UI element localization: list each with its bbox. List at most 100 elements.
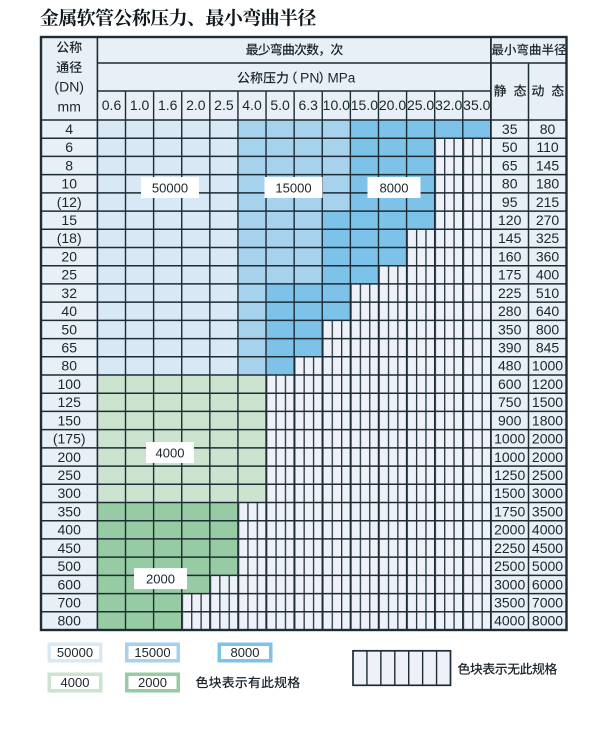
svg-text:270: 270	[536, 212, 560, 228]
svg-text:50: 50	[61, 321, 77, 337]
svg-text:PN: PN	[300, 70, 319, 86]
svg-text:95: 95	[502, 194, 518, 210]
svg-text:80: 80	[502, 176, 518, 192]
svg-text:845: 845	[536, 340, 560, 356]
svg-text:175: 175	[498, 267, 522, 283]
svg-text:6: 6	[65, 139, 73, 155]
svg-text:325: 325	[536, 230, 560, 246]
svg-text:6.3: 6.3	[298, 97, 318, 113]
svg-text:700: 700	[58, 595, 82, 611]
svg-text:180: 180	[536, 176, 560, 192]
svg-text:160: 160	[498, 248, 522, 264]
svg-text:2.5: 2.5	[214, 97, 234, 113]
svg-text:50: 50	[502, 139, 518, 155]
svg-text:350: 350	[58, 503, 82, 519]
svg-text:40: 40	[61, 303, 77, 319]
svg-text:0.6: 0.6	[102, 97, 122, 113]
svg-text:25: 25	[61, 267, 77, 283]
svg-text:15000: 15000	[275, 180, 311, 195]
svg-text:2500: 2500	[532, 467, 563, 483]
svg-text:1800: 1800	[532, 412, 563, 428]
svg-text:2000: 2000	[494, 522, 525, 538]
svg-text:4000: 4000	[532, 522, 563, 538]
svg-text:120: 120	[498, 212, 522, 228]
svg-text:80: 80	[61, 358, 77, 374]
svg-text:300: 300	[58, 485, 82, 501]
svg-text:350: 350	[498, 321, 522, 337]
svg-text:5.0: 5.0	[270, 97, 290, 113]
svg-text:250: 250	[58, 467, 82, 483]
svg-text:50000: 50000	[152, 180, 188, 195]
svg-text:215: 215	[536, 194, 560, 210]
svg-text:2.0: 2.0	[186, 97, 206, 113]
svg-text:(DN): (DN)	[54, 79, 84, 95]
svg-text:10: 10	[61, 176, 77, 192]
svg-text:1250: 1250	[494, 467, 525, 483]
svg-text:450: 450	[58, 540, 82, 556]
svg-text:2000: 2000	[146, 571, 175, 586]
svg-text:360: 360	[536, 248, 560, 264]
svg-text:800: 800	[536, 321, 560, 337]
svg-text:15.0: 15.0	[351, 97, 378, 113]
svg-text:6000: 6000	[532, 576, 563, 592]
svg-text:900: 900	[498, 412, 522, 428]
svg-text:4000: 4000	[156, 445, 185, 460]
svg-text:150: 150	[58, 412, 82, 428]
svg-text:20: 20	[61, 248, 77, 264]
svg-text:400: 400	[58, 522, 82, 538]
svg-text:1500: 1500	[494, 485, 525, 501]
svg-text:145: 145	[536, 157, 560, 173]
svg-text:20.0: 20.0	[379, 97, 406, 113]
svg-text:750: 750	[498, 394, 522, 410]
svg-text:1500: 1500	[532, 394, 563, 410]
svg-text:15: 15	[61, 212, 77, 228]
svg-text:2000: 2000	[532, 449, 563, 465]
svg-text:32: 32	[61, 285, 77, 301]
svg-text:100: 100	[58, 376, 82, 392]
svg-text:3500: 3500	[494, 595, 525, 611]
svg-text:35.0: 35.0	[463, 97, 490, 113]
svg-text:280: 280	[498, 303, 522, 319]
svg-text:8000: 8000	[532, 613, 563, 629]
svg-text:640: 640	[536, 303, 560, 319]
svg-text:600: 600	[498, 376, 522, 392]
svg-text:7000: 7000	[532, 595, 563, 611]
svg-text:1000: 1000	[494, 449, 525, 465]
svg-text:1200: 1200	[532, 376, 563, 392]
svg-text:1.6: 1.6	[158, 97, 178, 113]
svg-text:(18): (18)	[57, 230, 82, 246]
svg-text:2000: 2000	[138, 675, 167, 690]
svg-text:3500: 3500	[532, 503, 563, 519]
svg-text:4500: 4500	[532, 540, 563, 556]
svg-text:2000: 2000	[532, 431, 563, 447]
svg-text:15000: 15000	[134, 645, 170, 660]
svg-text:480: 480	[498, 358, 522, 374]
svg-text:5000: 5000	[532, 558, 563, 574]
svg-text:32.0: 32.0	[435, 97, 462, 113]
svg-text:2500: 2500	[494, 558, 525, 574]
svg-text:1000: 1000	[494, 431, 525, 447]
svg-text:50000: 50000	[57, 645, 93, 660]
svg-text:65: 65	[502, 157, 518, 173]
svg-text:2250: 2250	[494, 540, 525, 556]
svg-text:MPa: MPa	[328, 71, 356, 86]
svg-text:110: 110	[536, 139, 559, 155]
svg-text:510: 510	[536, 285, 560, 301]
svg-text:390: 390	[498, 340, 522, 356]
svg-text:400: 400	[536, 267, 560, 283]
svg-text:125: 125	[58, 394, 82, 410]
svg-text:(12): (12)	[57, 194, 82, 210]
svg-text:80: 80	[540, 121, 556, 137]
svg-text:600: 600	[58, 576, 82, 592]
svg-text:1.0: 1.0	[130, 97, 150, 113]
svg-text:4000: 4000	[494, 613, 525, 629]
svg-text:200: 200	[58, 449, 82, 465]
svg-text:145: 145	[498, 230, 522, 246]
svg-text:35: 35	[502, 121, 518, 137]
svg-text:500: 500	[58, 558, 82, 574]
svg-text:225: 225	[498, 285, 522, 301]
svg-text:800: 800	[58, 613, 82, 629]
svg-text:8000: 8000	[380, 180, 409, 195]
svg-text:8: 8	[65, 157, 73, 173]
svg-text:3000: 3000	[532, 485, 563, 501]
